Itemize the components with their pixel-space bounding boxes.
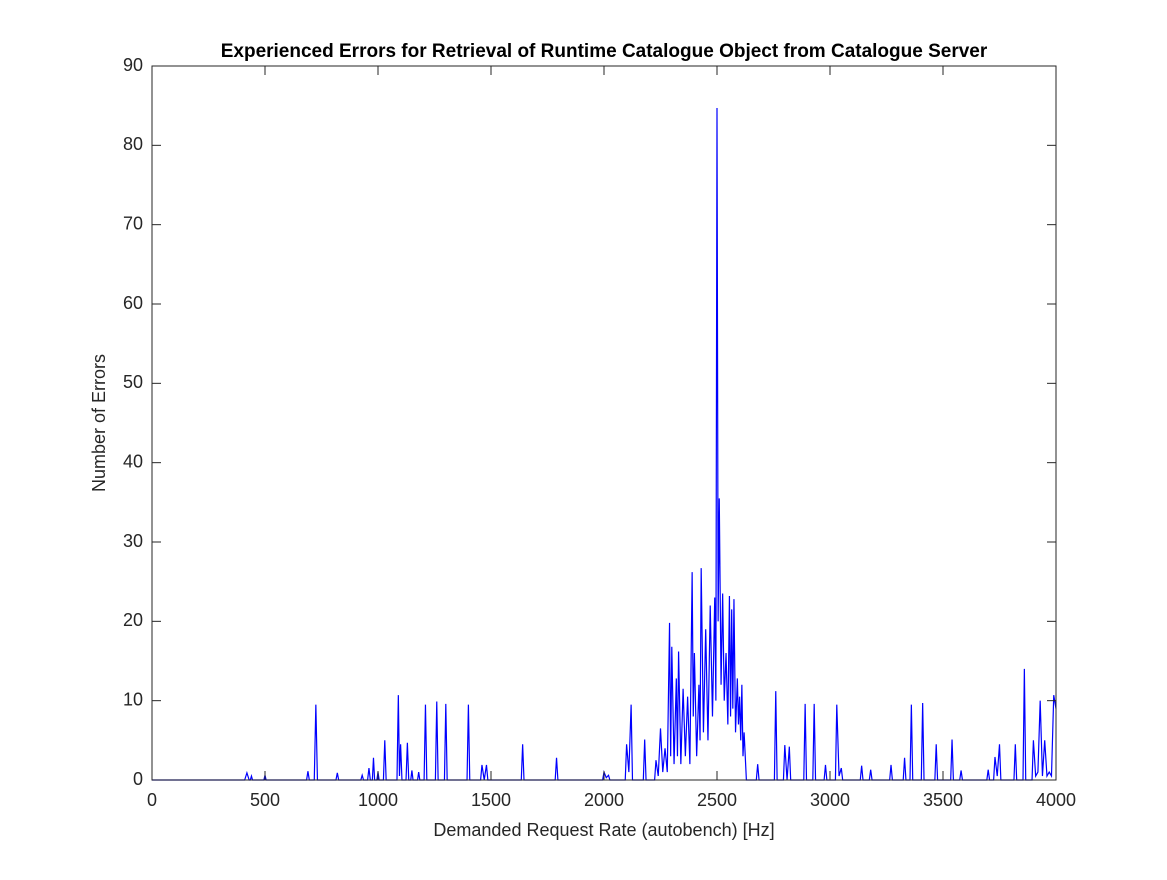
y-tick-label: 10 (123, 689, 143, 709)
x-tick-label: 4000 (1036, 790, 1076, 810)
y-tick-label: 70 (123, 213, 143, 233)
data-line (152, 108, 1057, 781)
y-tick-label: 30 (123, 531, 143, 551)
x-tick-label: 500 (250, 790, 280, 810)
y-tick-label: 50 (123, 372, 143, 392)
x-tick-label: 2000 (584, 790, 624, 810)
y-tick-label: 0 (133, 769, 143, 789)
x-tick-label: 0 (147, 790, 157, 810)
y-tick-label: 20 (123, 610, 143, 630)
x-axis-label: Demanded Request Rate (autobench) [Hz] (433, 820, 774, 840)
x-tick-label: 3000 (810, 790, 850, 810)
x-tick-label: 3500 (923, 790, 963, 810)
x-tick-label: 1500 (471, 790, 511, 810)
chart-title: Experienced Errors for Retrieval of Runt… (221, 41, 988, 62)
y-tick-label: 90 (123, 55, 143, 75)
y-tick-label: 60 (123, 293, 143, 313)
x-tick-label: 2500 (697, 790, 737, 810)
y-tick-label: 80 (123, 134, 143, 154)
y-tick-label: 40 (123, 451, 143, 471)
y-axis-label: Number of Errors (89, 354, 109, 492)
x-tick-label: 1000 (358, 790, 398, 810)
